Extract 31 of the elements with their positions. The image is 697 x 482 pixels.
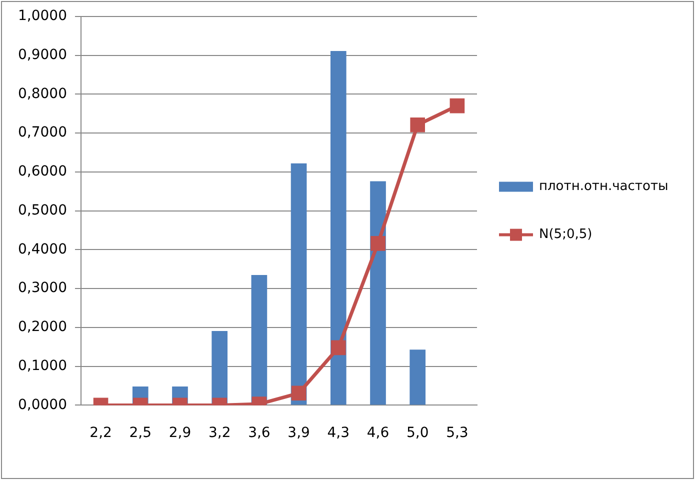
- x-tick-label: 2,9: [168, 425, 192, 442]
- x-tick-label: 5,3: [446, 425, 468, 442]
- point: [410, 117, 426, 132]
- y-tick-label: 0,3000: [18, 280, 67, 296]
- x-tick-label: 3,9: [288, 425, 310, 442]
- y-tick-label: 0,5000: [18, 202, 67, 218]
- bar: [330, 51, 346, 405]
- y-tick-label: 0,6000: [18, 164, 67, 180]
- x-tick-label: 5,0: [406, 425, 429, 442]
- y-tick-label: 0,1000: [18, 358, 67, 374]
- x-tick-label: 3,2: [208, 425, 231, 442]
- legend-label: N(5;0,5): [539, 227, 592, 242]
- bar: [251, 274, 268, 405]
- x-tick-label: 4,3: [327, 425, 350, 442]
- legend-label: плотн.отн.частоты: [539, 179, 668, 194]
- x-tick-label: 4,6: [366, 425, 390, 442]
- y-tick-label: 0,8000: [18, 86, 67, 102]
- bar: [410, 350, 426, 405]
- y-tick-label: 0,9000: [18, 46, 67, 63]
- y-tick-label: 0,0000: [18, 396, 67, 413]
- bar: [370, 181, 386, 405]
- point: [450, 98, 465, 114]
- y-tick-label: 0,2000: [18, 319, 67, 336]
- y-tick-label: 0,7000: [18, 124, 67, 141]
- bar: [290, 163, 307, 405]
- x-tick-label: 2,5: [129, 425, 152, 442]
- bar: [212, 330, 228, 405]
- x-tick-label: 2,2: [90, 425, 112, 442]
- y-tick-label: 0,4000: [18, 241, 67, 258]
- y-tick-label: 1,0000: [18, 8, 67, 24]
- x-tick-label: 3,6: [248, 425, 270, 442]
